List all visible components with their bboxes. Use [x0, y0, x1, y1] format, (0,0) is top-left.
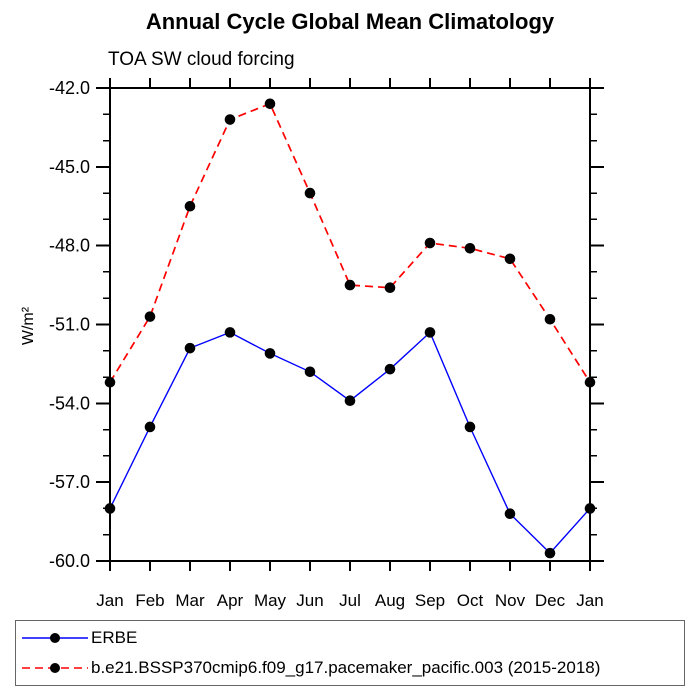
data-point: [584, 377, 596, 388]
data-point: [384, 363, 396, 375]
legend-label-model: b.e21.BSSP370cmip6.f09_g17.pacemaker_pac…: [91, 658, 601, 678]
legend-row-model: b.e21.BSSP370cmip6.f09_g17.pacemaker_pac…: [16, 654, 684, 682]
y-tick-label: -54.0: [49, 393, 90, 413]
legend-box: ERBE b.e21.BSSP370cmip6.f09_g17.pacemake…: [15, 620, 685, 686]
x-tick-label: Jul: [339, 591, 361, 610]
plot-frame: [109, 87, 591, 562]
x-tick-label: Apr: [217, 591, 244, 610]
data-point: [424, 237, 436, 249]
legend-line-marker-icon: [22, 663, 88, 674]
x-tick-label: Feb: [135, 591, 164, 610]
data-point: [464, 242, 476, 254]
legend-label-erbe: ERBE: [91, 627, 138, 647]
series-line: [109, 331, 591, 555]
y-tick-label: -42.0: [49, 78, 90, 98]
data-point: [224, 327, 236, 338]
data-point: [144, 421, 156, 433]
data-point: [504, 253, 516, 265]
data-point: [544, 547, 556, 559]
data-point: [104, 503, 116, 514]
data-point: [504, 508, 516, 519]
x-tick-label: Sep: [415, 591, 445, 610]
chart-subtitle: TOA SW cloud forcing: [108, 49, 295, 70]
data-point: [464, 421, 476, 433]
y-tick-label: -51.0: [49, 315, 90, 335]
data-point: [544, 313, 556, 325]
x-tick-label: Jan: [96, 591, 123, 610]
x-tick-label: Jan: [576, 591, 603, 610]
data-point: [344, 395, 356, 407]
data-point: [304, 187, 316, 199]
data-point: [344, 279, 356, 291]
y-tick-label: -60.0: [49, 551, 90, 571]
data-point: [264, 348, 276, 359]
x-tick-label: Dec: [535, 591, 566, 610]
data-point: [384, 282, 396, 294]
data-point: [224, 114, 236, 125]
data-point: [144, 311, 156, 322]
data-point: [424, 327, 436, 338]
data-point: [584, 503, 596, 514]
axes: [96, 78, 604, 571]
legend-row-erbe: ERBE: [16, 624, 684, 652]
x-tick-label: Oct: [457, 591, 484, 610]
y-tick-label: -48.0: [49, 236, 90, 256]
data-point: [184, 342, 196, 354]
x-tick-label: Mar: [175, 591, 205, 610]
x-tick-label: Aug: [375, 591, 405, 610]
data-point: [304, 366, 316, 378]
y-tick-label: -57.0: [49, 472, 90, 492]
chart-title: Annual Cycle Global Mean Climatology: [145, 9, 555, 34]
x-tick-label: May: [254, 591, 287, 610]
legend-line-marker-icon: [22, 632, 88, 643]
data-point: [104, 377, 116, 388]
y-tick-label: -45.0: [49, 157, 90, 177]
series-line: [109, 102, 591, 383]
x-tick-label: Nov: [495, 591, 526, 610]
x-tick-label: Jun: [296, 591, 323, 610]
data-point: [184, 200, 196, 212]
data-point: [264, 98, 276, 110]
